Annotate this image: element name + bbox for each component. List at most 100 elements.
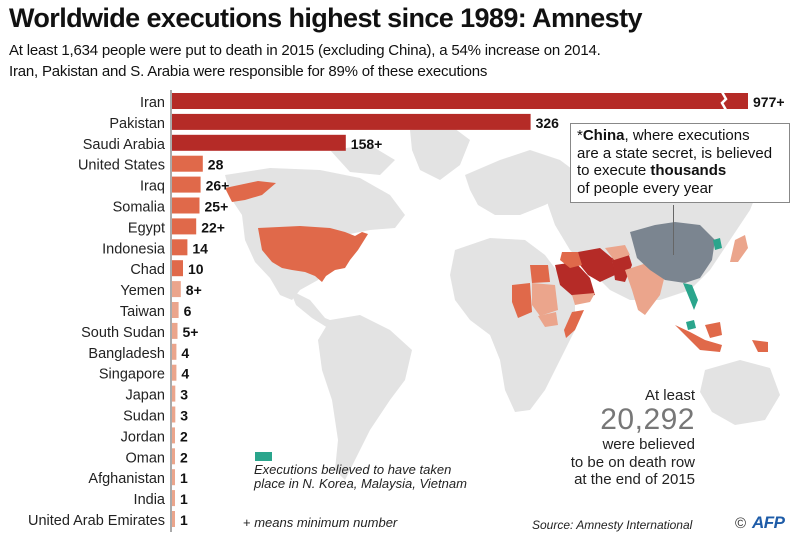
china-shape [630,222,715,283]
chad-shape [512,283,532,318]
malaysia-shape [686,320,696,330]
vietnam-shape [683,283,698,310]
bar [172,385,176,402]
china-text-4: of people every year [577,179,713,197]
category-label: India [134,492,166,508]
japan-shape [730,235,748,262]
borneo-shape [705,322,722,338]
value-label: 326 [536,115,560,131]
central-america-land [290,290,335,328]
value-label: 3 [180,408,188,424]
afghanistan-shape [605,245,630,260]
bar [172,511,175,527]
subtitle-line-1: At least 1,634 people were put to death … [9,42,601,59]
egypt-shape [530,265,550,283]
china-leader-line [673,205,674,255]
chart-title: Worldwide executions highest since 1989:… [9,3,643,33]
copyright-icon: © [735,515,747,532]
china-country: China [582,127,625,144]
legend-text: Executions believed to have taken place … [254,463,467,490]
bar [172,364,177,381]
source-note: Source: Amnesty International [532,518,693,532]
china-text-2: are a state secret, is believed [577,144,773,162]
value-label: 977+ [753,94,785,110]
china-star: * [577,127,583,144]
bar [172,93,748,109]
afp-logo: AFP [752,513,785,532]
category-label: Saudi Arabia [83,137,166,153]
alaska-shape [225,181,276,202]
yemen-shape [572,293,595,305]
category-label: Somalia [113,200,166,216]
usa-shape [258,226,368,282]
category-label: Chad [130,262,165,278]
category-label: Egypt [128,220,165,236]
category-label: Jordan [121,429,165,445]
value-label: 25+ [205,199,229,215]
value-label: 2 [180,449,188,465]
category-label: South Sudan [81,325,165,341]
value-label: 22+ [201,219,225,235]
iraq-shape [560,252,582,268]
death-row-line-1: were believed [602,436,695,453]
death-row-annotation: At least 20,292 were believed to be on d… [571,387,695,489]
value-label: 10 [188,261,204,277]
category-label: Yemen [120,283,165,299]
bar [172,302,179,318]
category-label: Singapore [99,367,165,383]
bar [172,448,175,465]
value-label: 8+ [186,282,202,298]
chart-subtitle: At least 1,634 people were put to death … [9,40,601,82]
canada-islands-land [330,145,395,175]
india-shape [625,262,665,315]
greenland-land [410,125,470,180]
plus-symbol: + [243,515,251,530]
saudi-shape [555,262,595,298]
death-row-number: 20,292 [600,403,695,436]
bar [172,490,175,507]
value-label: 28 [208,157,224,173]
category-label: Pakistan [109,116,165,132]
value-label: 26+ [206,178,230,194]
iran-shape [578,248,615,282]
north-korea-shape [713,238,722,250]
category-label: Iran [140,95,165,111]
value-label: 3 [180,387,188,403]
bar [172,155,203,172]
category-label: United States [78,158,165,174]
indonesia-shape [675,325,722,352]
bar [172,427,175,444]
legend-line-2: place in N. Korea, Malaysia, Vietnam [254,475,467,491]
china-annotation-box: *China, where executions are a state sec… [570,123,790,203]
value-label: 1 [180,491,188,507]
death-row-line-3: at the end of 2015 [574,471,695,488]
bar [172,281,181,298]
value-label: 1 [180,512,188,528]
south-america-land [318,315,412,480]
highlighted-countries [225,181,768,352]
china-emphasis: thousands [650,162,727,179]
subtitle-line-2: Iran, Pakistan and S. Arabia were respon… [9,63,488,80]
plus-note-text: means minimum number [250,515,398,530]
sudan-shape [532,283,558,316]
bar [172,469,175,486]
bar [172,134,346,151]
category-label: Sudan [123,409,165,425]
category-label: Japan [125,388,165,404]
category-label: Afghanistan [88,471,165,487]
plus-note: + means minimum number [243,515,397,530]
value-label: 4 [181,345,189,361]
south-sudan-shape [538,312,558,327]
bar [172,322,178,339]
bar [172,406,176,423]
bar [172,113,531,130]
china-text-3: to execute [577,162,651,179]
legend-line-1: Executions believed to have taken [254,462,452,477]
papua-shape [752,340,768,352]
bar [172,197,200,214]
value-label: 14 [192,240,208,256]
category-label: United Arab Emirates [28,513,165,529]
